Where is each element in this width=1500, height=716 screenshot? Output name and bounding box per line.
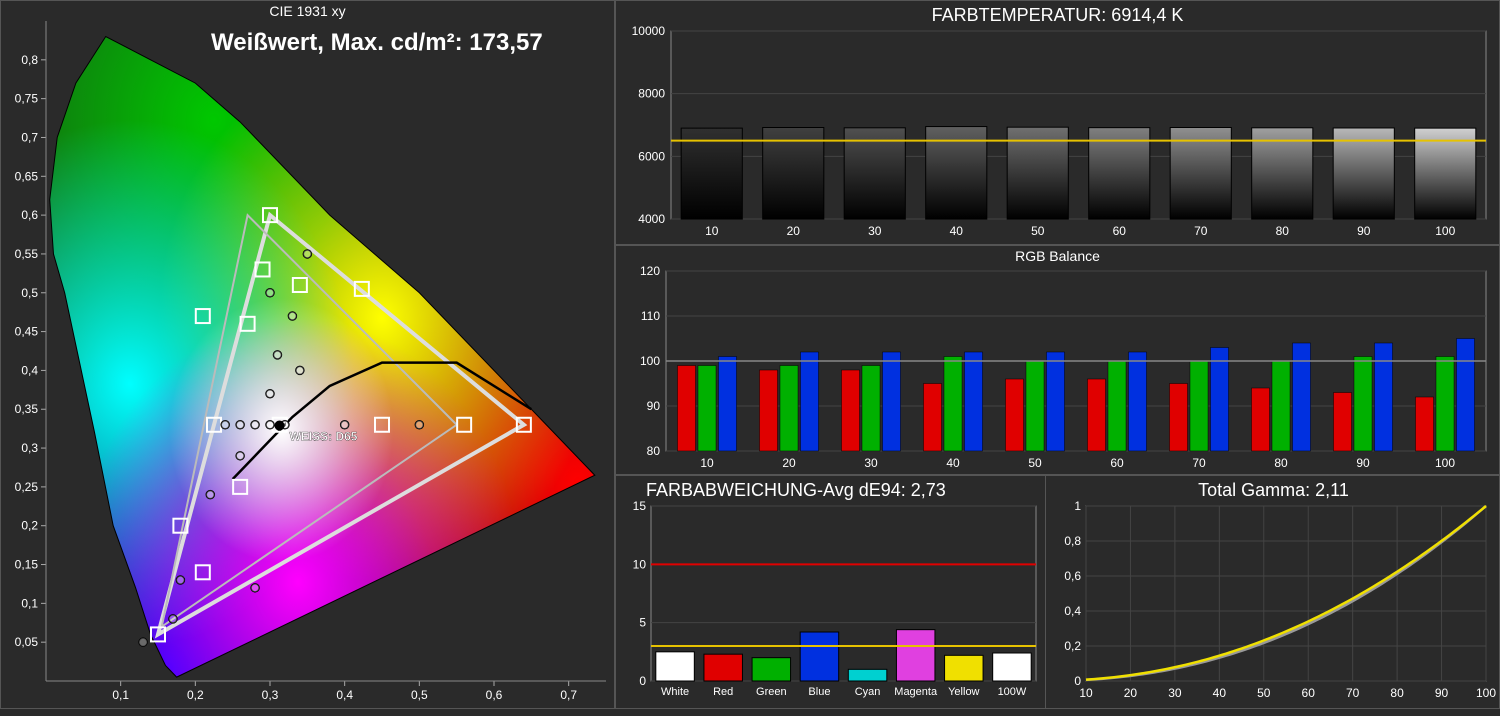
- svg-text:120: 120: [640, 266, 660, 278]
- svg-text:90: 90: [1356, 456, 1370, 470]
- svg-text:White: White: [661, 686, 689, 698]
- svg-text:WEISS: D65: WEISS: D65: [289, 430, 357, 444]
- svg-text:0,25: 0,25: [15, 480, 39, 494]
- svg-text:100W: 100W: [998, 686, 1027, 698]
- svg-text:Yellow: Yellow: [948, 686, 979, 698]
- svg-text:5: 5: [639, 616, 646, 630]
- svg-text:60: 60: [1110, 456, 1124, 470]
- svg-text:0,1: 0,1: [21, 596, 38, 610]
- temp-title: FARBTEMPERATUR: 6914,4 K: [616, 1, 1499, 26]
- svg-text:30: 30: [864, 456, 878, 470]
- svg-text:15: 15: [633, 501, 647, 513]
- svg-text:1: 1: [1074, 501, 1081, 513]
- svg-text:0,05: 0,05: [15, 635, 39, 649]
- svg-text:60: 60: [1302, 686, 1316, 700]
- svg-text:10: 10: [633, 557, 647, 571]
- svg-text:Cyan: Cyan: [855, 686, 881, 698]
- svg-text:100: 100: [640, 354, 660, 368]
- svg-text:0,35: 0,35: [15, 402, 39, 416]
- svg-text:0,4: 0,4: [21, 363, 38, 377]
- svg-text:0,65: 0,65: [15, 169, 39, 183]
- svg-text:0,7: 0,7: [21, 130, 38, 144]
- svg-text:0,5: 0,5: [21, 286, 38, 300]
- cie-chart: 0,1 0,2 0,3 0,4 0,5 0,6 0,7 0,05 0,1 0,15 0,2 0,25 0…: [1, 21, 616, 711]
- svg-text:90: 90: [647, 399, 661, 413]
- svg-text:0,1: 0,1: [112, 688, 129, 702]
- svg-text:60: 60: [1113, 224, 1127, 238]
- svg-text:70: 70: [1192, 456, 1206, 470]
- svg-text:30: 30: [1168, 686, 1182, 700]
- svg-text:0,2: 0,2: [187, 688, 204, 702]
- svg-text:10: 10: [1079, 686, 1093, 700]
- svg-text:0,8: 0,8: [1064, 534, 1081, 548]
- svg-text:4000: 4000: [638, 212, 665, 226]
- svg-text:0,2: 0,2: [1064, 639, 1081, 653]
- svg-text:0,6: 0,6: [1064, 569, 1081, 583]
- svg-text:20: 20: [787, 224, 801, 238]
- svg-text:90: 90: [1435, 686, 1449, 700]
- svg-text:0,45: 0,45: [15, 325, 39, 339]
- svg-text:0,75: 0,75: [15, 92, 39, 106]
- svg-text:90: 90: [1357, 224, 1371, 238]
- svg-text:20: 20: [782, 456, 796, 470]
- svg-text:0,8: 0,8: [21, 53, 38, 67]
- svg-text:Red: Red: [713, 686, 733, 698]
- svg-text:6000: 6000: [638, 149, 665, 163]
- svg-text:100: 100: [1435, 224, 1455, 238]
- svg-text:0: 0: [639, 674, 646, 688]
- svg-text:0,7: 0,7: [560, 688, 577, 702]
- svg-text:0,6: 0,6: [486, 688, 503, 702]
- svg-text:50: 50: [1031, 224, 1045, 238]
- de-title: FARBABWEICHUNG-Avg dE94: 2,73: [616, 476, 1045, 501]
- svg-text:0,5: 0,5: [411, 688, 428, 702]
- de-chart: 0 5 10 15 White Red Green Blue Cyan Magenta Yellow…: [616, 501, 1046, 706]
- svg-text:50: 50: [1028, 456, 1042, 470]
- svg-text:10000: 10000: [632, 26, 666, 38]
- svg-text:10: 10: [700, 456, 714, 470]
- svg-text:8000: 8000: [638, 87, 665, 101]
- rgb-title: RGB Balance: [616, 246, 1499, 266]
- cie-chromaticity-panel: CIE 1931 xy Weißwert, Max. cd/m²: 173,57…: [0, 0, 615, 709]
- rgb-chart: 80 90 100 110 120 10 20 30 40 50 60 70 80 90 100: [616, 266, 1500, 476]
- svg-text:70: 70: [1346, 686, 1360, 700]
- svg-text:0,55: 0,55: [15, 247, 39, 261]
- svg-text:Magenta: Magenta: [894, 686, 938, 698]
- svg-text:0,4: 0,4: [336, 688, 353, 702]
- svg-text:0,3: 0,3: [21, 441, 38, 455]
- svg-text:40: 40: [946, 456, 960, 470]
- svg-text:80: 80: [1390, 686, 1404, 700]
- cie-title: CIE 1931 xy: [1, 1, 614, 21]
- svg-text:110: 110: [641, 309, 660, 323]
- svg-text:40: 40: [1213, 686, 1227, 700]
- svg-text:80: 80: [1274, 456, 1288, 470]
- rgb-balance-panel: RGB Balance 8090100110120102030405060708…: [615, 245, 1500, 475]
- svg-text:70: 70: [1194, 224, 1208, 238]
- svg-text:30: 30: [868, 224, 882, 238]
- svg-text:80: 80: [1276, 224, 1290, 238]
- color-deviation-panel: FARBABWEICHUNG-Avg dE94: 2,73 0 5 10 15 Whit…: [616, 476, 1046, 708]
- cie-overlay-title: Weißwert, Max. cd/m²: 173,57: [211, 29, 543, 57]
- svg-text:0,15: 0,15: [15, 558, 39, 572]
- svg-text:0,2: 0,2: [21, 519, 38, 533]
- svg-text:Green: Green: [756, 686, 787, 698]
- svg-text:100: 100: [1476, 686, 1496, 700]
- temp-chart: 4000 6000 8000 10000 10 20 30 40 50 60 70 80 90 100: [616, 26, 1500, 244]
- gamma-panel: Total Gamma: 2,11 00,20,40,60,8110203040…: [1046, 476, 1500, 708]
- svg-text:0,4: 0,4: [1064, 604, 1081, 618]
- svg-text:20: 20: [1124, 686, 1138, 700]
- svg-text:Blue: Blue: [808, 686, 830, 698]
- gamma-chart: 00,20,40,60,81102030405060708090100: [1046, 501, 1500, 706]
- svg-text:50: 50: [1257, 686, 1271, 700]
- color-temperature-panel: FARBTEMPERATUR: 6914,4 K 4000 6000 8000 100…: [615, 0, 1500, 245]
- svg-text:0,6: 0,6: [21, 208, 38, 222]
- svg-text:10: 10: [705, 224, 719, 238]
- svg-text:40: 40: [950, 224, 964, 238]
- svg-text:80: 80: [647, 444, 661, 458]
- gamma-title: Total Gamma: 2,11: [1046, 476, 1500, 501]
- svg-text:0,3: 0,3: [262, 688, 279, 702]
- svg-text:100: 100: [1435, 456, 1455, 470]
